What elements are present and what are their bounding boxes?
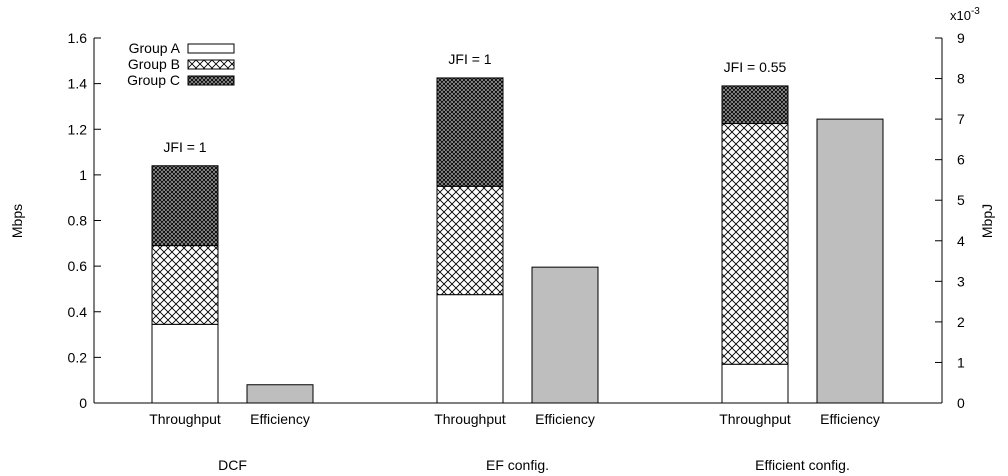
group-label: Efficient config. (755, 457, 850, 473)
efficiency-bar (246, 384, 314, 404)
y-axis-label-right: MbpJ (979, 204, 995, 238)
right-tick-label: 5 (957, 192, 965, 208)
jfi-annotation: JFI = 1 (163, 139, 206, 155)
multiplier-base: x10 (950, 8, 971, 23)
legend-swatch (187, 75, 235, 86)
bar-label-throughput: Throughput (149, 411, 221, 427)
right-tick-label: 6 (957, 152, 965, 168)
group-label: DCF (218, 457, 247, 473)
multiplier-exponent: -3 (971, 6, 980, 17)
legend-label: Group C (127, 72, 180, 88)
throughput-bar-segment (436, 185, 504, 296)
efficiency-bar (816, 118, 884, 404)
right-tick-label: 3 (957, 273, 965, 289)
throughput-bar-segment (151, 323, 219, 404)
throughput-bar-segment (721, 123, 789, 365)
group-label: EF config. (486, 457, 549, 473)
axes-layer (93, 37, 943, 404)
left-tick-label: 0.6 (68, 258, 88, 274)
legend-swatch (187, 59, 235, 70)
bar-label-efficiency: Efficiency (820, 411, 880, 427)
right-tick-label: 4 (957, 233, 965, 249)
throughput-bar-segment (151, 245, 219, 325)
left-tick-label: 0 (79, 395, 87, 411)
left-tick-label: 1 (79, 167, 87, 183)
y-axis-label-left: Mbps (9, 204, 25, 238)
bar-label-throughput: Throughput (434, 411, 506, 427)
throughput-bar-segment (436, 294, 504, 404)
throughput-bar-segment (436, 77, 504, 187)
bar-label-throughput: Throughput (719, 411, 791, 427)
throughput-bar-segment (721, 363, 789, 404)
right-tick-label: 2 (957, 314, 965, 330)
throughput-bar-segment (721, 85, 789, 125)
legend-label: Group A (129, 40, 181, 56)
left-tick-label: 1.6 (68, 30, 88, 46)
right-tick-label: 9 (957, 30, 965, 46)
left-tick-label: 0.4 (68, 304, 88, 320)
throughput-bar-segment (151, 165, 219, 247)
right-tick-label: 1 (957, 354, 965, 370)
legend-swatch (187, 43, 235, 54)
bars-layer (151, 77, 884, 404)
right-tick-label: 0 (957, 395, 965, 411)
right-axis-multiplier: x10-3 (950, 6, 980, 23)
right-tick-label: 8 (957, 71, 965, 87)
jfi-annotation: JFI = 1 (448, 51, 491, 67)
bar-label-efficiency: Efficiency (535, 411, 595, 427)
right-tick-label: 7 (957, 111, 965, 127)
left-tick-label: 0.8 (68, 213, 88, 229)
bar-label-efficiency: Efficiency (250, 411, 310, 427)
efficiency-bar (531, 266, 599, 404)
left-tick-label: 0.2 (68, 349, 88, 365)
jfi-annotation: JFI = 0.55 (724, 59, 787, 75)
legend-label: Group B (128, 56, 180, 72)
left-tick-label: 1.2 (68, 121, 88, 137)
text-layer: 0 0.2 0.4 0.6 0.8 1 1.2 1.4 1.6 0 1 2 3 4 5 6 7 8 9 x10-3 Mb… (9, 6, 995, 473)
left-tick-label: 1.4 (68, 76, 88, 92)
